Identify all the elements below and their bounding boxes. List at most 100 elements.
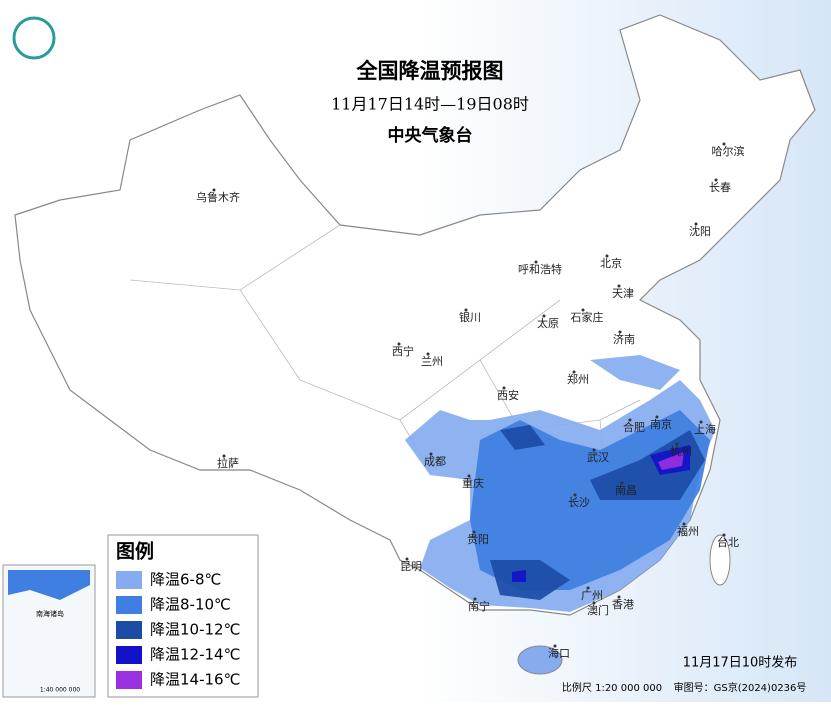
city-label: 重庆 [462,476,484,490]
city-dot [699,420,703,424]
logo [12,16,56,60]
city-dot [572,370,576,374]
cooling-area [590,355,680,390]
city-dot [472,530,476,534]
legend-swatch [116,596,142,614]
city-dot [628,418,632,422]
cooling-area [490,560,570,600]
city-label: 拉萨 [217,456,239,470]
city-dot [655,415,659,419]
legend-label: 降温10-12℃ [150,621,240,639]
city-dot [464,308,468,312]
city-dot [722,533,726,537]
city-label: 合肥 [623,420,645,434]
city-dot [553,644,557,648]
city-label: 石家庄 [571,310,604,324]
city-label: 太原 [537,317,559,330]
subtitle: 11月17日14时—19日08时 [331,95,529,114]
city-dot [586,586,590,590]
city-dot [426,352,430,356]
cooling-area [512,570,526,582]
city-label: 西安 [497,388,519,402]
approval: 审图号：GS京(2024)0236号 [674,681,807,694]
city-label: 昆明 [400,560,422,573]
city-label: 成都 [424,455,446,468]
city-label: 武汉 [587,451,609,464]
city-label: 澳门 [587,603,609,617]
city-dot [682,522,686,526]
city-label: 济南 [613,332,635,346]
legend-title: 图例 [116,540,154,563]
legend-swatch [116,646,142,664]
city-dot [694,222,698,226]
city-dot [592,448,596,452]
city-label: 天津 [612,287,634,300]
city-dot [467,474,471,478]
hainan [517,645,563,675]
city-dot [429,452,433,456]
inset-land [8,570,90,600]
city-label: 台北 [717,535,739,549]
city-dot [222,454,226,458]
taiwan [709,534,731,586]
city-dot [212,188,216,192]
cooling-areas [405,355,715,612]
cooling-area [658,452,684,470]
issued-time: 11月17日10时发布 [683,655,798,671]
city-dot [618,330,622,334]
city-dot [714,178,718,182]
city-label: 郑州 [567,372,589,386]
city-label: 贵阳 [467,533,489,546]
city-dot [405,557,409,561]
city-label: 北京 [600,256,622,270]
inset: 南海诸岛 1:40 000 000 [2,564,96,698]
city-label: 呼和浩特 [518,262,562,276]
city-dot [592,601,596,605]
city-label: 长春 [709,181,731,194]
city-label: 乌鲁木齐 [196,190,240,204]
title-block: 全国降温预报图 11月17日14时—19日08时 中央气象台 [331,59,529,146]
cooling-area [500,425,545,450]
city-dot [617,595,621,599]
city-label: 上海 [694,422,716,436]
scale: 比例尺 1:20 000 000 [562,681,662,694]
city-label: 杭州 [670,444,692,458]
city-label: 哈尔滨 [712,144,745,158]
city-label: 兰州 [421,355,443,368]
city-label: 南昌 [615,484,637,497]
legend-label: 降温14-16℃ [150,671,240,689]
city-label: 广州 [581,589,603,602]
legend: 图例 降温6-8℃ 降温8-10℃ 降温10-12℃ 降温12-14℃ 降温14-16℃ [107,534,259,698]
city-label: 长沙 [568,496,590,509]
city-label: 西宁 [392,344,414,358]
title: 全国降温预报图 [356,59,504,83]
city-dot [581,308,585,312]
city-label: 沈阳 [689,224,711,238]
city-dot [534,260,538,264]
city-dot [620,481,624,485]
legend-swatch [116,571,142,589]
city-dot [605,254,609,258]
legend-label: 降温12-14℃ [150,646,240,664]
city-dot [722,142,726,146]
city-dot [397,342,401,346]
city-dot [502,386,506,390]
inset-label: 南海诸岛 [36,609,64,618]
city-dot [573,493,577,497]
city-label: 福州 [677,524,699,538]
city-label: 南宁 [468,599,490,613]
city-dot [542,314,546,318]
city-label: 香港 [612,598,634,611]
legend-swatch [116,621,142,639]
city-dot [675,442,679,446]
legend-label: 降温8-10℃ [150,596,231,614]
city-label: 南京 [650,417,672,431]
issuer: 中央气象台 [388,125,473,146]
cooling-area [590,430,705,500]
city-dot [473,597,477,601]
legend-label: 降温6-8℃ [150,571,221,589]
inset-scale: 1:40 000 000 [40,687,80,694]
city-label: 海口 [548,646,570,660]
